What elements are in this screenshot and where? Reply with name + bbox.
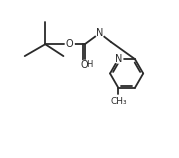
Ellipse shape bbox=[95, 29, 104, 37]
Ellipse shape bbox=[65, 40, 74, 48]
Text: N: N bbox=[96, 28, 103, 38]
Text: N: N bbox=[115, 54, 122, 64]
Ellipse shape bbox=[114, 55, 123, 63]
Text: O: O bbox=[80, 60, 88, 70]
Text: H: H bbox=[86, 60, 92, 69]
Ellipse shape bbox=[80, 60, 90, 69]
Text: O: O bbox=[66, 39, 74, 49]
Text: CH₃: CH₃ bbox=[110, 97, 127, 106]
